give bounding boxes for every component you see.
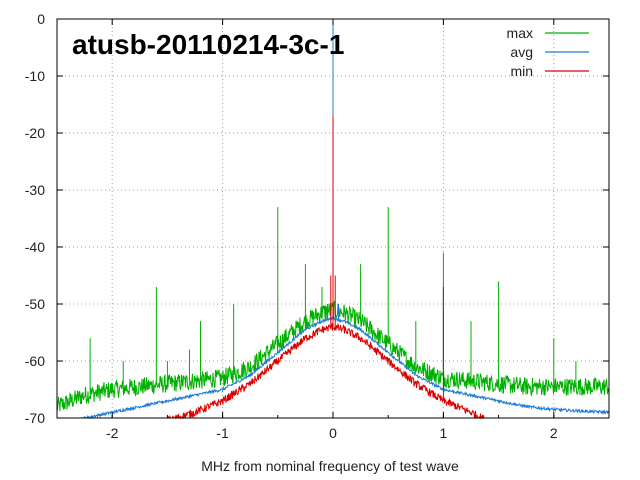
legend-label-max: max: [507, 25, 533, 41]
chart-title: atusb-20110214-3c-1: [72, 29, 344, 60]
y-tick-label: -60: [25, 353, 45, 369]
x-tick-label: 1: [440, 425, 448, 441]
y-tick-label: -20: [25, 125, 45, 141]
legend-label-min: min: [510, 63, 533, 79]
y-tick-label: -70: [25, 410, 45, 426]
y-tick-label: -50: [25, 296, 45, 312]
y-tick-label: -40: [25, 239, 45, 255]
legend: max avg min: [507, 25, 589, 79]
legend-label-avg: avg: [510, 44, 533, 60]
x-tick-label: -2: [106, 425, 119, 441]
x-tick-label: 0: [329, 425, 337, 441]
axis-ticks: -2 -1 0 1 20-10-20-30-40-50-60-70: [25, 11, 610, 441]
series-line-min: [167, 322, 488, 420]
y-tick-label: 0: [37, 11, 45, 27]
x-tick-label: 2: [550, 425, 558, 441]
y-tick-label: -10: [25, 68, 45, 84]
series-min: [167, 115, 488, 420]
series-group: [56, 19, 610, 420]
x-tick-label: -1: [216, 425, 229, 441]
y-tick-label: -30: [25, 182, 45, 198]
x-axis-label: MHz from nominal frequency of test wave: [201, 458, 459, 474]
